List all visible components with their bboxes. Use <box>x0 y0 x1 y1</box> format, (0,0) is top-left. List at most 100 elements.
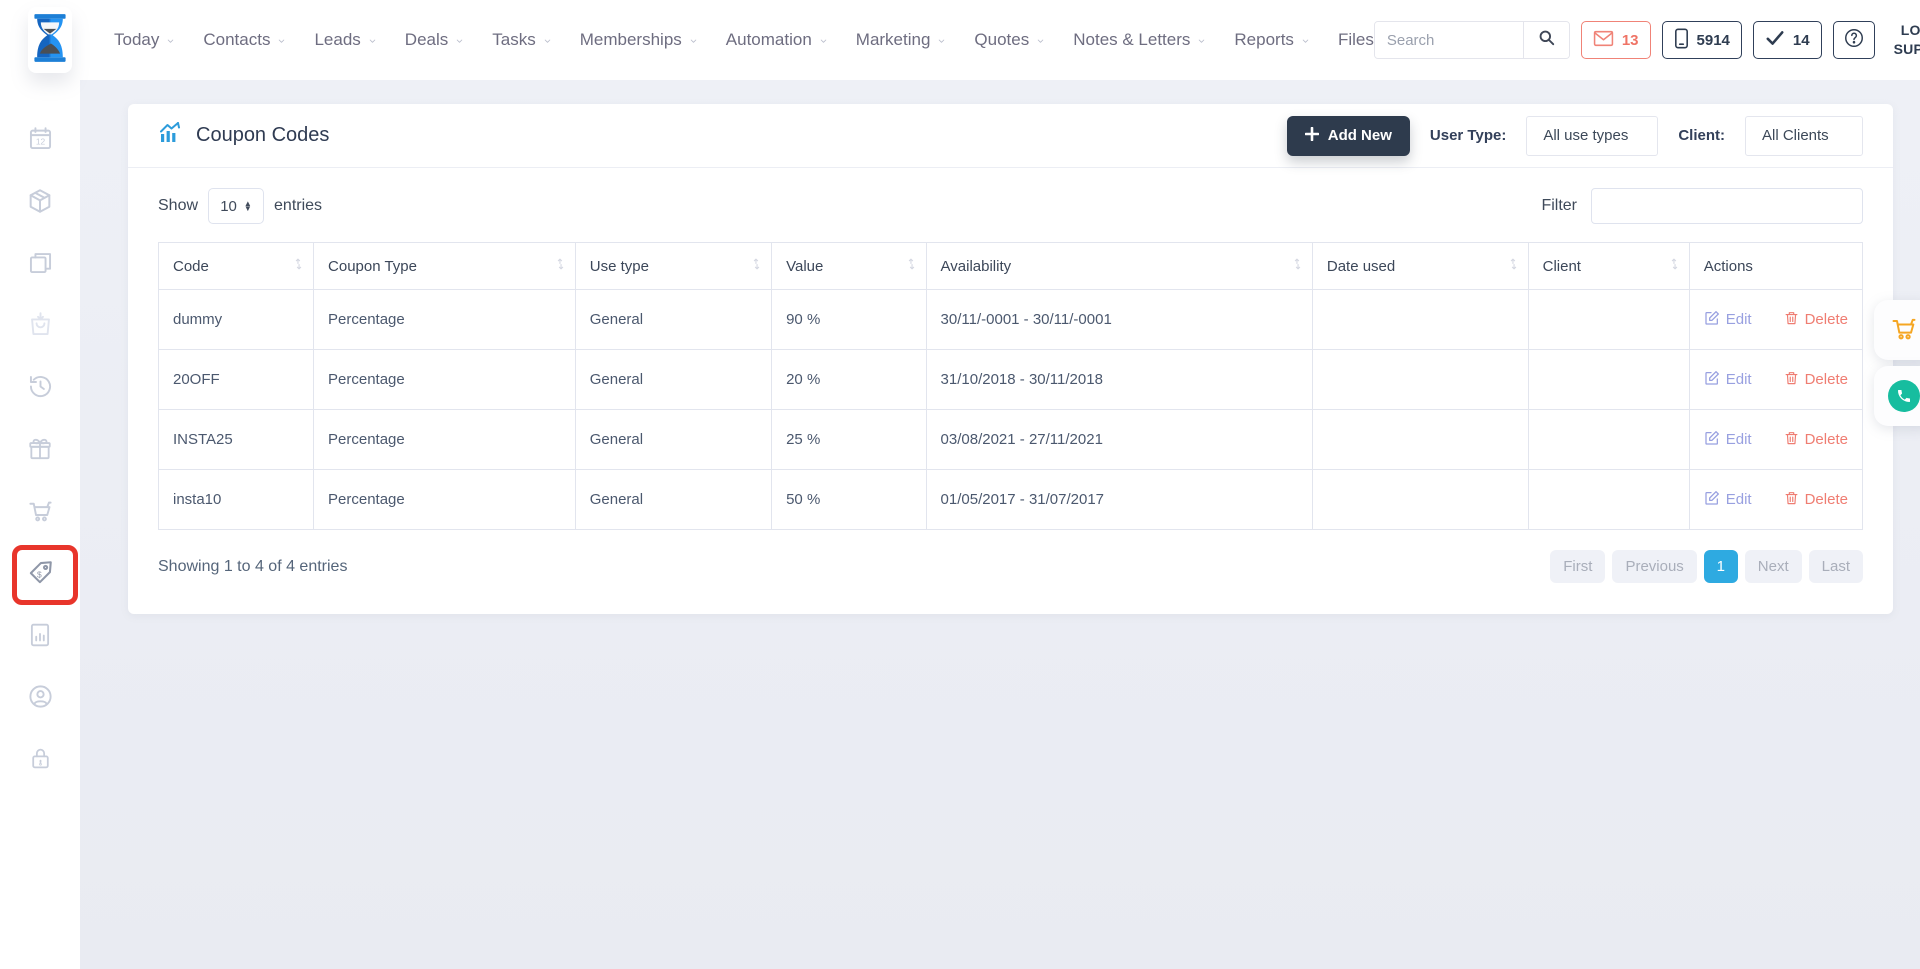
edit-button[interactable]: Edit <box>1704 430 1752 450</box>
cell-date-used <box>1311 469 1529 530</box>
nav-item-label: Quotes <box>974 30 1030 49</box>
sidebar-item-lock[interactable] <box>0 730 80 792</box>
caret-down-icon <box>1035 30 1046 50</box>
edit-button[interactable]: Edit <box>1704 490 1752 510</box>
entries-label: entries <box>274 197 323 214</box>
sidebar-item-account[interactable] <box>0 668 80 730</box>
mail-badge[interactable]: 13 <box>1580 21 1651 59</box>
table-header-row: Code Coupon Type Use type Value Availability… <box>157 242 1864 290</box>
sidebar-item-package[interactable] <box>0 172 80 234</box>
calendar-icon: 12 <box>27 125 54 157</box>
column-header-coupon-type[interactable]: Coupon Type <box>313 242 576 290</box>
checkmark-icon <box>1765 30 1785 50</box>
user-type-select[interactable]: All use types <box>1526 115 1659 156</box>
nav-item-reports[interactable]: Reports <box>1234 30 1311 50</box>
cell-use-type: General <box>574 349 773 410</box>
nav-item-leads[interactable]: Leads <box>314 30 377 50</box>
phone-count: 5914 <box>1696 31 1730 49</box>
topbar-right: 13 5914 14 <box>1373 18 1920 62</box>
delete-button[interactable]: Delete <box>1784 430 1848 450</box>
pagination-1[interactable]: 1 <box>1703 550 1738 583</box>
caret-down-icon <box>818 30 829 50</box>
nav-item-contacts[interactable]: Contacts <box>203 30 287 50</box>
cell-actions: Edit Delete <box>1688 409 1864 470</box>
column-header-date-used[interactable]: Date used <box>1311 242 1529 290</box>
floating-cart-button[interactable] <box>1874 300 1920 360</box>
cell-code: 20OFF <box>157 349 315 410</box>
nav-item-memberships[interactable]: Memberships <box>580 30 699 50</box>
nav-item-automation[interactable]: Automation <box>726 30 829 50</box>
nav-item-quotes[interactable]: Quotes <box>974 30 1046 50</box>
column-header-value[interactable]: Value <box>771 242 927 290</box>
column-header-client[interactable]: Client <box>1527 242 1690 290</box>
column-header-label: Client <box>1542 257 1581 275</box>
nav-item-today[interactable]: Today <box>114 30 176 50</box>
nav-item-label: Notes & Letters <box>1073 30 1191 49</box>
floating-call-button[interactable] <box>1874 366 1920 426</box>
table-row: dummy Percentage General 90 % 30/11/-0001 - … <box>157 289 1864 350</box>
nav-item-marketing[interactable]: Marketing <box>856 30 948 50</box>
nav-item-notes-letters[interactable]: Notes & Letters <box>1073 30 1207 50</box>
column-header-label: Code <box>173 257 209 275</box>
show-label: Show <box>158 197 199 214</box>
account-icon <box>27 683 54 715</box>
sidebar-item-calendar[interactable]: 12 <box>0 110 80 172</box>
cell-use-type: General <box>574 409 773 470</box>
edit-icon <box>1704 430 1720 450</box>
edit-button-label: Edit <box>1725 311 1752 328</box>
column-header-code[interactable]: Code <box>157 242 315 290</box>
help-button[interactable] <box>1832 21 1875 59</box>
edit-icon <box>1704 490 1720 510</box>
column-header-use-type[interactable]: Use type <box>574 242 773 290</box>
sidebar-item-gift[interactable] <box>0 420 80 482</box>
pagination-previous[interactable]: Previous <box>1612 550 1697 583</box>
sidebar-item-report[interactable] <box>0 606 80 668</box>
phone-badge[interactable]: 5914 <box>1661 21 1742 59</box>
filter-input[interactable] <box>1591 188 1863 224</box>
card-header: Coupon Codes Add New User Type: All use … <box>128 104 1893 168</box>
pagination-first[interactable]: First <box>1550 550 1606 583</box>
svg-text:$: $ <box>36 569 41 579</box>
pagination-next[interactable]: Next <box>1744 550 1802 583</box>
updown-caret-icon: ▲ ▼ <box>243 199 252 213</box>
delete-button-label: Delete <box>1804 311 1848 328</box>
copy-icon <box>27 249 54 281</box>
sidebar-item-coupon-tag[interactable]: $ <box>0 544 80 606</box>
column-header-availability[interactable]: Availability <box>925 242 1313 290</box>
delete-button[interactable]: Delete <box>1784 490 1848 510</box>
sidebar-item-bag-download[interactable] <box>0 296 80 358</box>
cell-value: 90 % <box>771 289 927 350</box>
question-circle-icon <box>1843 27 1865 53</box>
nav-item-files[interactable]: Files <box>1338 30 1374 50</box>
nav-item-label: Reports <box>1234 30 1294 49</box>
tasks-badge[interactable]: 14 <box>1752 21 1822 59</box>
delete-button[interactable]: Delete <box>1784 310 1848 330</box>
pagination-last[interactable]: Last <box>1808 550 1863 583</box>
client-select[interactable]: All Clients <box>1745 115 1863 156</box>
app-logo[interactable] <box>28 7 72 73</box>
edit-icon <box>1704 310 1720 330</box>
pagination: First Previous 1 Next Last <box>1550 550 1863 583</box>
show-entries-group: Show 10 ▲ ▼ entries <box>158 188 322 224</box>
page-size-select[interactable]: 10 ▲ ▼ <box>208 188 265 224</box>
add-new-button[interactable]: Add New <box>1286 115 1410 156</box>
sort-icon <box>292 258 305 275</box>
nav-item-deals[interactable]: Deals <box>405 30 465 50</box>
cell-coupon-type: Percentage <box>313 289 576 350</box>
cell-client <box>1527 409 1690 470</box>
edit-button[interactable]: Edit <box>1704 370 1752 390</box>
page-title: Coupon Codes <box>158 121 329 150</box>
edit-button[interactable]: Edit <box>1704 310 1752 330</box>
cell-client <box>1527 289 1690 350</box>
delete-button[interactable]: Delete <box>1784 370 1848 390</box>
caret-down-icon <box>454 30 465 50</box>
gift-icon <box>27 436 53 467</box>
lock-icon <box>28 746 53 776</box>
sidebar-item-copy[interactable] <box>0 234 80 296</box>
sidebar-item-history[interactable] <box>0 358 80 420</box>
nav-item-tasks[interactable]: Tasks <box>492 30 552 50</box>
search-input[interactable] <box>1374 22 1523 58</box>
sidebar-item-cart[interactable] <box>0 482 80 544</box>
coupon-tag-icon: $ <box>26 558 55 592</box>
search-button[interactable] <box>1522 22 1569 58</box>
